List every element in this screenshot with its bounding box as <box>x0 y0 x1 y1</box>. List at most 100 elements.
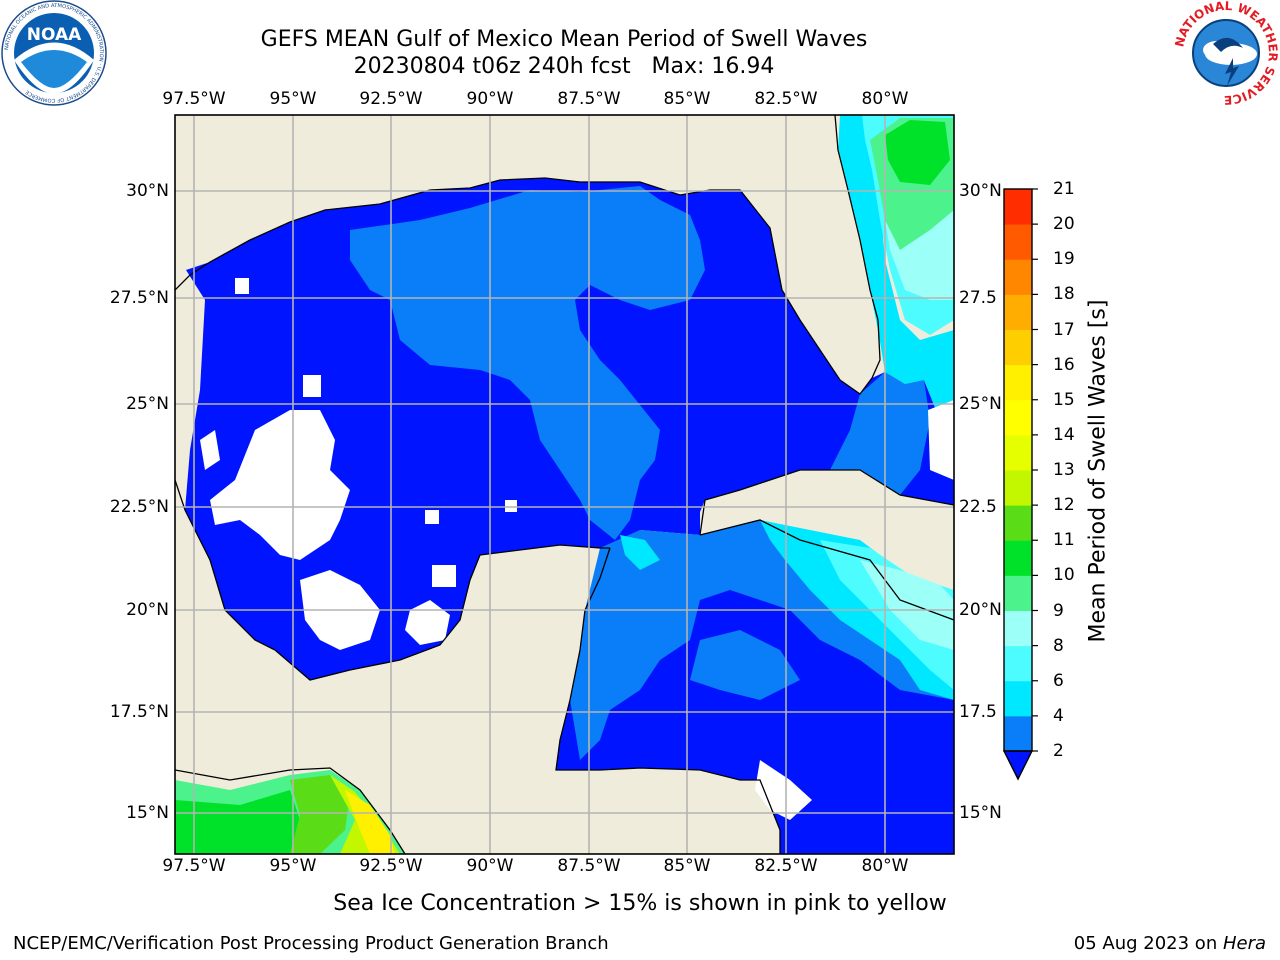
no-data-patch-small3 <box>425 510 439 524</box>
y-tick-left: 20°N <box>126 600 169 620</box>
footer-date: 05 Aug 2023 on Hera <box>1074 933 1266 954</box>
no-data-patch-small5 <box>432 565 456 587</box>
x-tick-bottom: 92.5°W <box>359 856 423 876</box>
y-tick-left: 22.5°N <box>109 497 169 517</box>
colorbar-tick-label: 14 <box>1053 424 1075 445</box>
colorbar-tick-label: 8 <box>1053 635 1064 656</box>
y-tick-left: 17.5°N <box>109 702 169 722</box>
colorbar-tick-label: 2 <box>1053 741 1064 761</box>
colorbar-segment <box>1004 575 1032 611</box>
footer-credit: NCEP/EMC/Verification Post Processing Pr… <box>13 933 609 954</box>
y-tick-left: 25°N <box>126 394 169 414</box>
swell-zone-4-6s-east <box>830 372 930 495</box>
y-tick-right: 22.5 <box>959 497 997 517</box>
x-tick-bottom: 80°W <box>861 856 909 876</box>
no-data-patch-bay <box>405 600 450 645</box>
colorbar-segment <box>1004 470 1032 506</box>
colorbar-tick-label: 12 <box>1053 495 1075 516</box>
no-data-patch-florida-east <box>928 400 954 480</box>
no-data-patch-small2 <box>235 278 249 294</box>
coastlines <box>175 115 954 854</box>
colorbar-tick-label: 4 <box>1053 705 1064 726</box>
x-tick-bottom: 82.5°W <box>754 856 818 876</box>
x-tick-top: 85°W <box>663 89 711 109</box>
colorbar-segment <box>1004 715 1032 752</box>
pacific-swell-zone-green <box>175 790 300 854</box>
footer-date-text: 05 Aug 2023 on <box>1073 933 1223 954</box>
colorbar-tick-label: 13 <box>1053 460 1075 480</box>
colorbar-tick-label: 20 <box>1053 214 1075 235</box>
colorbar-segment <box>1004 364 1032 401</box>
colorbar-title: Mean Period of Swell Waves [s] <box>1085 299 1111 643</box>
colorbar-tick-label: 19 <box>1053 249 1075 270</box>
nws-logo: NATIONAL WEATHER SERVICE <box>1173 0 1279 106</box>
x-tick-top: 80°W <box>861 89 909 109</box>
swell-zone-9-10s-caribbean <box>860 560 954 650</box>
no-data-patch-small <box>303 375 321 397</box>
colorbar-segment <box>1004 540 1032 576</box>
footer-host: Hera <box>1222 933 1266 954</box>
colorbar-extend-triangle <box>1002 750 1034 781</box>
colorbar-tick-label: 6 <box>1053 670 1064 691</box>
noaa-logo: NOAA NATIONAL OCEANIC AND ATMOSPHERIC AD… <box>1 0 107 106</box>
colorbar-segment <box>1004 505 1032 541</box>
x-tick-top: 92.5°W <box>359 89 423 109</box>
pacific-swell-zone-lime <box>290 775 350 854</box>
y-tick-right: 20°N <box>959 600 1002 620</box>
colorbar-segment <box>1004 680 1032 717</box>
y-tick-right: 15°N <box>959 803 1002 823</box>
swell-zone-8-9s-caribbean <box>820 540 954 690</box>
x-tick-top: 90°W <box>466 89 514 109</box>
swell-zone-11-12s <box>885 120 950 185</box>
swell-zone-6-8s-yucatan <box>620 535 660 570</box>
x-tick-top: 95°W <box>269 89 317 109</box>
graticule <box>175 115 954 854</box>
x-tick-bottom: 85°W <box>663 856 711 876</box>
noaa-logo-text: NOAA <box>27 25 82 45</box>
x-tick-bottom: 97.5°W <box>162 856 226 876</box>
colorbar-tick-label: 10 <box>1053 565 1075 586</box>
x-tick-bottom: 87.5°W <box>557 856 621 876</box>
y-tick-right: 30°N <box>959 181 1002 201</box>
colorbar-tick-label: 15 <box>1053 389 1075 410</box>
x-tick-top: 87.5°W <box>557 89 621 109</box>
y-tick-right: 17.5 <box>959 702 997 722</box>
x-tick-top: 82.5°W <box>754 89 818 109</box>
colorbar-segment <box>1004 189 1032 225</box>
no-data-patch-honduras <box>755 760 812 820</box>
colorbar-tick-label: 18 <box>1053 284 1075 305</box>
map-title: GEFS MEAN Gulf of Mexico Mean Period of … <box>260 27 868 52</box>
colorbar-segment <box>1004 329 1032 366</box>
no-data-patch-west <box>210 410 350 560</box>
colorbar-segment <box>1004 610 1032 647</box>
x-tick-bottom: 95°W <box>269 856 317 876</box>
colorbar-segment <box>1004 294 1032 330</box>
map-subtitle: 20230804 t06z 240h fcst Max: 16.94 <box>353 54 775 79</box>
swell-zone-4-6s-north <box>350 186 705 540</box>
no-data-patch-small4 <box>505 500 517 512</box>
colorbar <box>1002 188 1038 781</box>
colorbar-tick-label: 17 <box>1053 319 1075 340</box>
colorbar-segment <box>1004 224 1032 260</box>
map-frame <box>174 114 955 855</box>
pacific-swell-zone-yellow <box>345 790 395 854</box>
colorbar-tick-label: 11 <box>1053 530 1075 551</box>
y-tick-right: 25°N <box>959 394 1002 414</box>
colorbar-tick-label: 21 <box>1053 179 1075 199</box>
y-tick-right: 27.5 <box>959 288 997 308</box>
x-tick-top: 97.5°W <box>162 89 226 109</box>
colorbar-tick-label: 16 <box>1053 354 1075 375</box>
swell-zone-4-6s-south2 <box>690 630 800 700</box>
y-tick-left: 15°N <box>126 803 169 823</box>
colorbar-tick-label: 9 <box>1053 600 1064 621</box>
colorbar-segment <box>1004 259 1032 295</box>
colorbar-segment <box>1004 399 1032 436</box>
sea-ice-note: Sea Ice Concentration > 15% is shown in … <box>333 891 947 916</box>
y-tick-left: 30°N <box>126 181 169 201</box>
colorbar-segment <box>1004 645 1032 682</box>
x-tick-bottom: 90°W <box>466 856 514 876</box>
no-data-patch-coast <box>200 430 220 470</box>
colorbar-segment <box>1004 434 1032 471</box>
y-tick-left: 27.5°N <box>109 288 169 308</box>
